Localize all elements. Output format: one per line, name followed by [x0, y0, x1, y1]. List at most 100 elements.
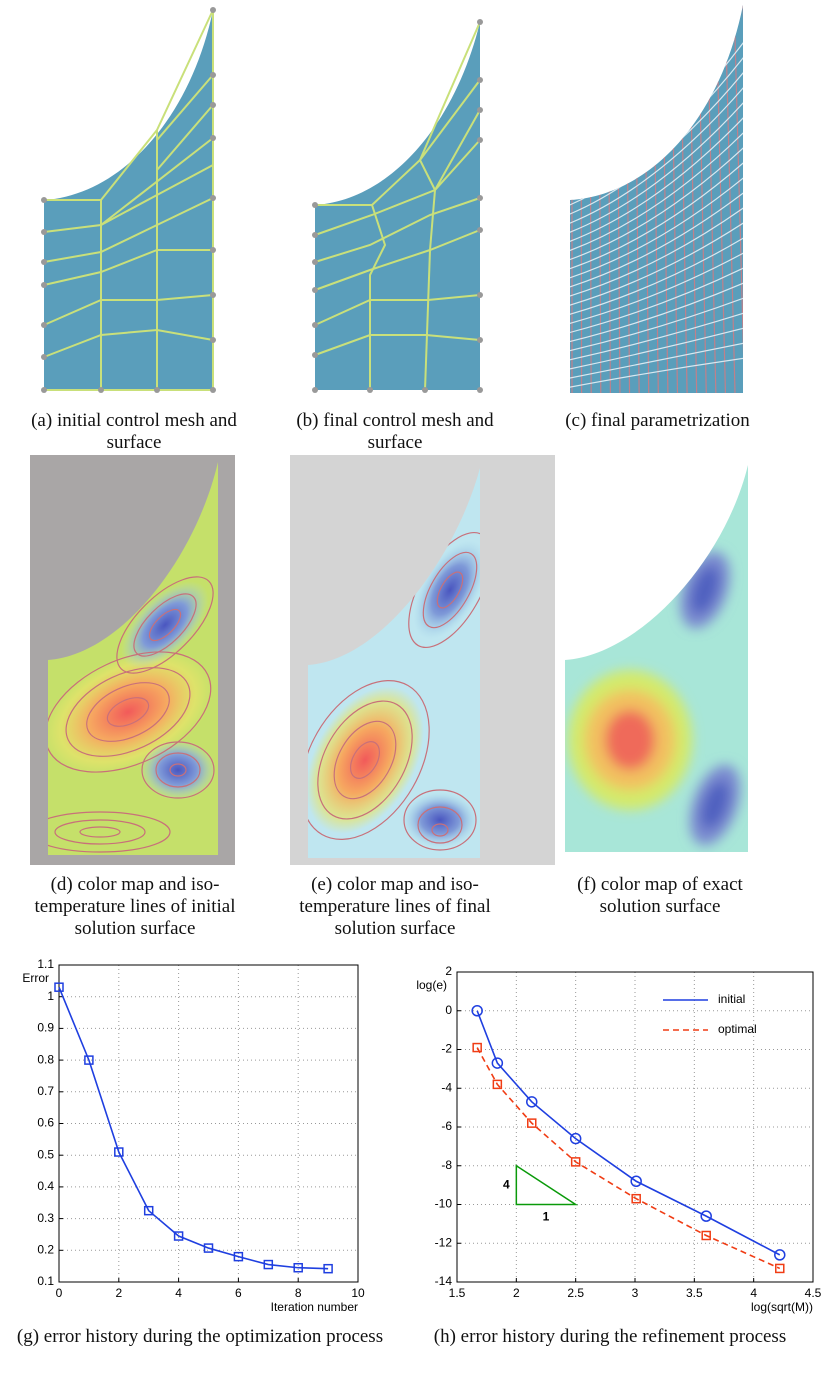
param-line	[570, 227, 743, 318]
marker	[323, 1263, 333, 1274]
param-line	[570, 83, 743, 237]
y-tick-label: -6	[441, 1119, 452, 1133]
x-tick-label: 3.5	[686, 1286, 703, 1300]
y-tick-label: 0.1	[37, 1274, 54, 1288]
marker	[526, 1096, 538, 1108]
marker	[569, 1132, 582, 1145]
y-tick-label: -12	[435, 1235, 453, 1249]
marker	[492, 1079, 503, 1090]
x-tick-label: 1.5	[449, 1286, 466, 1300]
param-line	[570, 291, 743, 354]
param-line	[570, 243, 743, 327]
y-tick-label: 0.7	[37, 1084, 54, 1098]
param-line	[570, 355, 743, 390]
marker	[491, 1057, 504, 1069]
y-tick-label: 0.8	[37, 1052, 54, 1066]
x-tick-label: 2.5	[567, 1286, 584, 1300]
y-tick-label: 0.3	[37, 1211, 54, 1225]
caption: (d) color map and iso-temperature lines …	[34, 874, 236, 939]
caption: (h) error history during the refinement …	[433, 1326, 787, 1347]
marker	[114, 1147, 124, 1157]
y-tick-label: 0.9	[37, 1021, 54, 1035]
param-line	[570, 307, 743, 363]
marker	[701, 1230, 711, 1241]
marker	[774, 1249, 786, 1261]
y-tick-label: -2	[441, 1042, 452, 1056]
y-tick-label: -8	[441, 1158, 452, 1172]
y-tick-label: 0.2	[37, 1242, 54, 1256]
caption: (a) initial control mesh and surface	[31, 410, 237, 453]
param-line	[570, 259, 743, 336]
x-tick-label: 4	[175, 1286, 182, 1300]
y-axis-label: Error	[22, 971, 49, 985]
marker	[775, 1263, 785, 1274]
marker	[84, 1055, 94, 1065]
legend-label: optimal	[718, 1022, 757, 1036]
x-tick-label: 8	[295, 1286, 302, 1300]
param-line	[570, 163, 743, 282]
marker	[527, 1118, 537, 1128]
param-line	[570, 339, 743, 381]
marker	[54, 982, 64, 992]
marker	[173, 1231, 184, 1241]
param-line	[570, 323, 743, 372]
slope-label: 4	[503, 1177, 510, 1191]
param-line	[570, 131, 743, 264]
caption: (b) final control mesh and surface	[296, 410, 494, 453]
param-line	[570, 99, 743, 246]
panel-a	[41, 7, 216, 393]
x-tick-label: 2	[115, 1286, 122, 1300]
param-line	[570, 179, 743, 291]
param-line	[570, 275, 743, 345]
panel-c	[570, 5, 743, 393]
panel-d	[30, 455, 235, 865]
marker	[263, 1259, 274, 1270]
slope-label: 1	[543, 1210, 550, 1224]
slope-triangle	[515, 1164, 579, 1206]
panel-f	[565, 465, 748, 852]
series-line	[476, 1010, 781, 1256]
param-line	[570, 147, 743, 273]
panel-b	[312, 19, 483, 393]
y-tick-label: 1.1	[37, 957, 54, 971]
x-tick-label: 0	[56, 1286, 63, 1300]
marker	[630, 1175, 642, 1187]
x-axis-label: Iteration number	[271, 1300, 358, 1314]
x-tick-label: 10	[351, 1286, 365, 1300]
marker	[143, 1205, 154, 1216]
y-tick-label: 0.6	[37, 1116, 54, 1130]
x-tick-label: 2	[513, 1286, 520, 1300]
marker	[233, 1251, 244, 1262]
y-tick-label: -14	[435, 1274, 453, 1288]
caption: (c) final parametrization	[565, 410, 750, 431]
caption: (e) color map and iso-temperature lines …	[299, 874, 491, 939]
marker	[631, 1193, 641, 1204]
y-tick-label: 1	[47, 989, 54, 1003]
x-axis-label: log(sqrt(M))	[751, 1300, 813, 1314]
marker	[293, 1262, 303, 1273]
param-line	[570, 211, 743, 309]
x-tick-label: 6	[235, 1286, 242, 1300]
y-tick-label: -4	[441, 1080, 452, 1094]
marker	[203, 1243, 214, 1253]
y-tick-label: 0.4	[37, 1179, 54, 1193]
marker	[570, 1157, 581, 1167]
y-tick-label: 2	[445, 964, 452, 978]
caption: (g) error history during the optimizatio…	[16, 1326, 384, 1347]
marker	[471, 1005, 483, 1017]
param-line	[570, 195, 743, 300]
y-tick-label: -10	[435, 1197, 453, 1211]
series-line	[58, 986, 329, 1270]
marker	[472, 1042, 482, 1053]
plot-frame	[58, 964, 359, 1283]
caption: (f) color map of exact solution surface	[577, 874, 743, 917]
param-line	[570, 115, 743, 255]
plot-frame	[456, 971, 814, 1283]
x-tick-label: 4	[750, 1286, 757, 1300]
x-tick-label: 4.5	[805, 1286, 822, 1300]
y-axis-label: log(e)	[416, 978, 447, 992]
param-line	[724, 5, 736, 393]
param-line	[570, 67, 743, 228]
